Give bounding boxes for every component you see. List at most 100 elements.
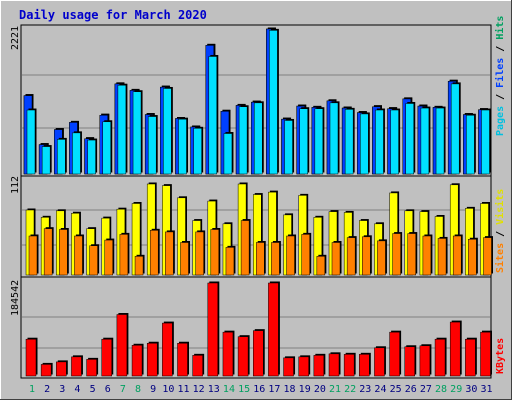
- kbytes-bar-20: [313, 355, 325, 377]
- sites-bar-6: [104, 239, 113, 276]
- x-tick-label-27: 27: [420, 384, 432, 395]
- sites-bar-19: [301, 234, 310, 276]
- kbytes-bar-22: [343, 354, 355, 377]
- kbytes-bar-11: [177, 342, 188, 377]
- pages-bar-1: [26, 109, 36, 175]
- kbytes-bar-15: [237, 336, 249, 377]
- pages-bar-20: [314, 108, 324, 175]
- kbytes-bar-26: [404, 346, 415, 377]
- kbytes-bar-24: [374, 347, 385, 377]
- x-tick-label-26: 26: [405, 384, 417, 395]
- x-tick-label-4: 4: [74, 384, 80, 395]
- x-tick-label-3: 3: [59, 384, 65, 395]
- pages-bar-23: [360, 113, 369, 175]
- pages-bar-25: [390, 109, 399, 175]
- kbytes-bar-19: [298, 356, 309, 377]
- x-tick-label-20: 20: [314, 384, 326, 395]
- pages-bar-13: [208, 56, 218, 175]
- pages-bar-29: [450, 83, 460, 175]
- x-tick-label-21: 21: [329, 384, 341, 395]
- sites-bar-20: [316, 256, 326, 276]
- sites-bar-2: [43, 228, 53, 276]
- pages-bar-17: [269, 30, 278, 175]
- pages-bar-3: [57, 139, 66, 175]
- sites-bar-12: [195, 231, 204, 276]
- kbytes-bar-16: [253, 330, 264, 377]
- sites-bar-14: [225, 247, 235, 276]
- pages-bar-15: [238, 106, 248, 175]
- sites-bar-10: [165, 231, 174, 276]
- sites-bar-4: [74, 235, 83, 276]
- pages-bar-5: [87, 139, 96, 175]
- x-tick-label-15: 15: [238, 384, 250, 395]
- pages-bar-19: [299, 108, 308, 175]
- pages-bar-30: [466, 114, 475, 175]
- legend-sites: Sites: [494, 243, 506, 273]
- sites-bar-18: [286, 235, 295, 276]
- x-tick-label-14: 14: [223, 384, 235, 395]
- x-tick-label-1: 1: [29, 384, 35, 395]
- pages-bar-12: [193, 128, 202, 175]
- kbytes-bar-13: [207, 282, 219, 377]
- sites-bar-27: [422, 235, 432, 276]
- sites-bar-3: [59, 229, 68, 276]
- x-tick-label-23: 23: [359, 384, 371, 395]
- middle-legend: Sites / Visits: [494, 189, 506, 273]
- x-tick-label-16: 16: [253, 384, 265, 395]
- x-tick-label-31: 31: [480, 384, 492, 395]
- x-tick-label-30: 30: [465, 384, 477, 395]
- sites-bar-13: [210, 229, 220, 276]
- sites-bar-17: [271, 242, 280, 276]
- x-tick-label-18: 18: [284, 384, 296, 395]
- x-tick-label-17: 17: [268, 384, 280, 395]
- x-tick-label-22: 22: [344, 384, 356, 395]
- bottom-legend: KBytes: [495, 338, 506, 374]
- sites-bar-30: [468, 239, 477, 276]
- legend-files: Files: [494, 58, 506, 88]
- legend-visits: Visits: [494, 189, 506, 225]
- kbytes-bar-25: [389, 331, 400, 377]
- x-tick-label-6: 6: [105, 384, 111, 395]
- pages-bar-21: [329, 102, 339, 175]
- bottom-max-label: 184542: [10, 280, 21, 316]
- x-tick-label-9: 9: [150, 384, 156, 395]
- legend-hits: Hits: [494, 16, 506, 40]
- sites-bar-25: [392, 233, 401, 276]
- pages-bar-10: [163, 88, 172, 175]
- sites-bar-26: [407, 233, 416, 276]
- kbytes-bar-8: [131, 345, 143, 377]
- pages-bar-6: [102, 121, 111, 175]
- kbytes-bar-3: [56, 361, 67, 377]
- x-tick-label-5: 5: [90, 384, 96, 395]
- kbytes-bar-9: [146, 342, 158, 377]
- sites-bar-29: [452, 235, 462, 276]
- sites-bar-16: [256, 242, 265, 276]
- x-tick-label-8: 8: [135, 384, 141, 395]
- legend-pages: Pages: [495, 106, 506, 136]
- kbytes-bar-23: [359, 354, 370, 377]
- sites-bar-15: [240, 220, 250, 276]
- sites-bar-22: [346, 237, 356, 276]
- pages-bar-16: [254, 102, 263, 175]
- chart-title: Daily usage for March 2020: [19, 8, 207, 22]
- top-legend: Pages / Files / Hits: [494, 16, 506, 136]
- sites-bar-21: [331, 242, 341, 276]
- kbytes-bar-17: [268, 282, 279, 377]
- middle-max-label: 112: [10, 176, 21, 194]
- kbytes-bar-5: [86, 359, 97, 377]
- x-tick-label-7: 7: [120, 384, 126, 395]
- x-tick-label-28: 28: [435, 384, 447, 395]
- sites-bar-28: [437, 238, 447, 276]
- kbytes-bar-27: [419, 345, 431, 377]
- sites-bar-8: [134, 256, 144, 276]
- pages-bar-9: [147, 116, 157, 175]
- kbytes-bar-14: [222, 331, 234, 377]
- pages-bar-31: [481, 109, 490, 175]
- x-tick-label-2: 2: [44, 384, 50, 395]
- kbytes-bar-10: [162, 322, 173, 377]
- sites-bar-1: [28, 235, 38, 276]
- sites-bar-24: [377, 240, 386, 276]
- kbytes-bar-7: [116, 314, 128, 377]
- sites-bar-9: [149, 230, 159, 276]
